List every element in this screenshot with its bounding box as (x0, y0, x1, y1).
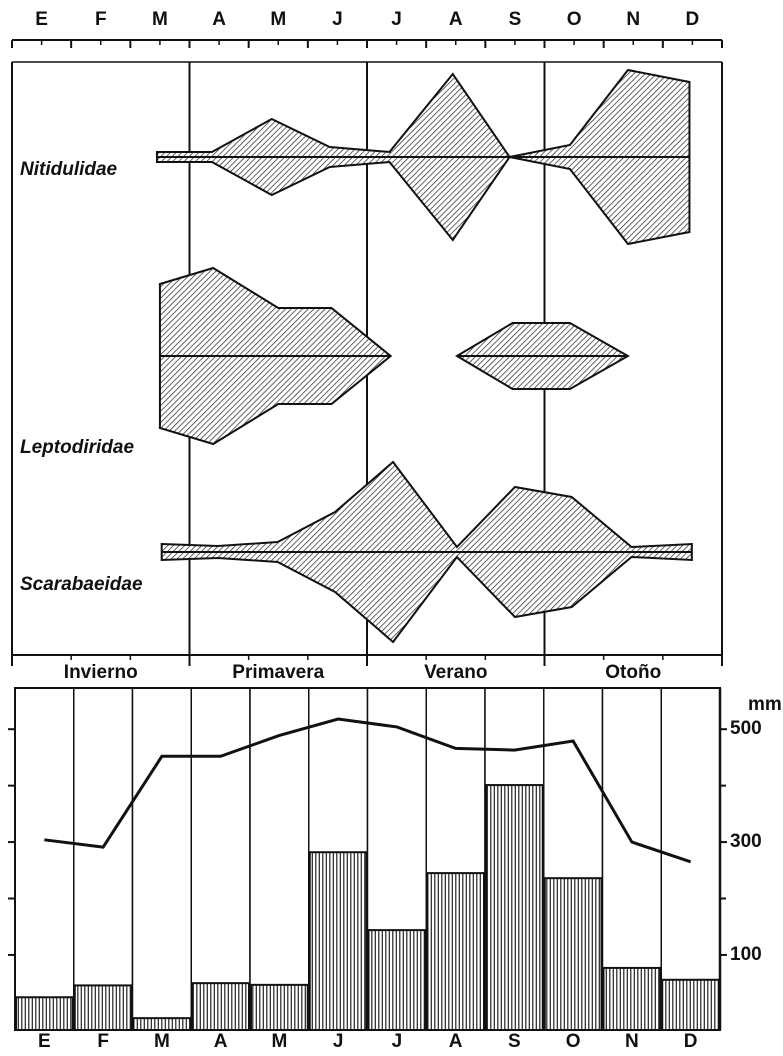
month-label: M (152, 9, 168, 30)
month-label: O (567, 9, 582, 30)
x-tick-label: N (625, 1031, 639, 1051)
species-label: Leptodiridae (20, 437, 134, 458)
bar (602, 966, 662, 1031)
y-axis-label: mm (748, 694, 782, 715)
month-label: E (35, 9, 48, 30)
season-label: Verano (424, 662, 487, 683)
bar (132, 1017, 192, 1031)
species-label: Scarabaeidae (20, 574, 143, 595)
month-cell (190, 687, 251, 1031)
bar (661, 978, 720, 1031)
season-label: Otoño (605, 662, 661, 683)
month-label: N (626, 9, 640, 30)
bar (367, 929, 427, 1031)
month-cell (14, 687, 75, 1031)
bar (15, 996, 74, 1032)
x-tick-label: M (271, 1031, 287, 1051)
month-label: M (270, 9, 286, 30)
x-tick-label: O (566, 1031, 581, 1051)
bar (485, 784, 544, 1032)
bar (308, 851, 368, 1031)
x-tick-label: A (214, 1031, 228, 1051)
x-tick-label: A (449, 1031, 463, 1051)
month-label: A (449, 9, 463, 30)
y-tick-label: 300 (730, 831, 762, 852)
x-tick-label: S (508, 1031, 521, 1051)
month-label: J (391, 9, 402, 30)
bar (426, 872, 485, 1031)
bar (543, 877, 603, 1031)
bar (191, 982, 250, 1031)
line (44, 717, 692, 864)
month-cell (660, 687, 721, 1031)
x-tick-label: J (333, 1031, 344, 1051)
month-label: F (95, 9, 107, 30)
month-label: J (332, 9, 343, 30)
x-tick-label: D (684, 1031, 698, 1051)
month-label: D (686, 9, 700, 30)
month-cell (249, 687, 310, 1031)
season-label: Primavera (232, 662, 324, 683)
x-tick-label: E (38, 1031, 51, 1051)
y-tick-label: 500 (730, 718, 762, 739)
species-label: Nitidulidae (20, 159, 118, 180)
x-tick-label: J (392, 1031, 403, 1051)
x-tick-label: M (154, 1031, 170, 1051)
month-cell (73, 687, 134, 1031)
bar (73, 984, 133, 1031)
bar (250, 983, 309, 1032)
month-label: S (509, 9, 522, 30)
x-tick-label: F (97, 1031, 109, 1051)
month-label: A (212, 9, 226, 30)
y-tick-label: 100 (730, 944, 762, 965)
season-label: Invierno (64, 662, 138, 683)
month-cell (131, 687, 192, 1031)
